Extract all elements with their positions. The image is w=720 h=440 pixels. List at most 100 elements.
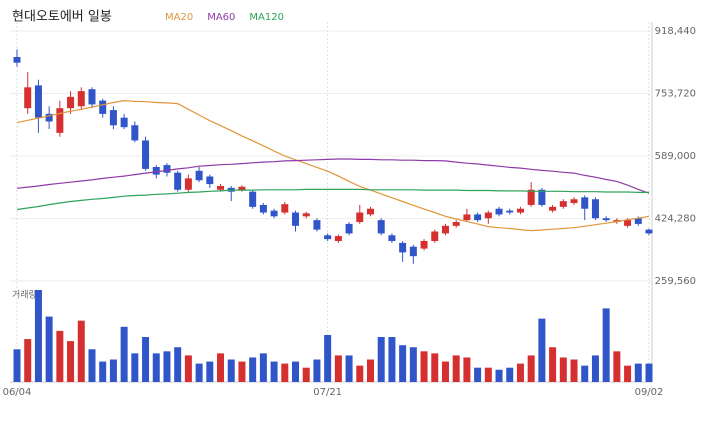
volume-bar [142,337,150,382]
candle-body [99,100,107,114]
candle-body [77,91,85,107]
candle-body [388,235,396,241]
y-tick-label: 259,560 [655,276,696,287]
volume-bar [174,347,182,382]
candle-body [463,214,471,221]
volume-bar [324,334,332,382]
candle-body [163,165,171,173]
candle-body [495,208,503,215]
candle-body [399,242,407,253]
volume-bar [366,359,374,382]
candle-body [452,222,460,226]
volume-bar [334,355,342,382]
candle-body [259,204,267,213]
candle-body [109,110,117,126]
candle-body [184,178,192,190]
volume-bar [281,363,289,382]
candle-body [441,225,449,234]
candle-body [238,186,246,190]
candle-body [67,96,75,109]
volume-bar [613,351,621,382]
volume-bar [217,353,225,382]
volume-bar [420,351,428,382]
candle-body [506,210,514,213]
volume-bar [13,349,21,382]
volume-bar [645,363,653,382]
candle-body [431,231,439,241]
volume-bar [313,359,321,382]
y-tick-label: 918,440 [655,26,696,37]
candle-body [120,117,128,128]
volume-bar [549,347,557,382]
volume-bar [345,355,353,382]
candle-body [324,235,332,240]
volume-bar [34,290,42,382]
x-tick-label: 06/04 [3,387,32,398]
volume-bar [227,359,235,382]
volume-bar [163,351,171,382]
volume-bar [634,363,642,382]
candle-body [45,113,53,122]
volume-bar [77,320,85,382]
candle-body [292,212,300,226]
volume-bar [109,359,117,382]
volume-bar [249,357,257,382]
volume-bar [377,337,385,382]
candle-body [281,204,289,213]
candle-body [645,229,653,234]
volume-bar [624,365,632,382]
candle-body [152,167,160,175]
candle-body [88,89,96,105]
volume-bar [441,361,449,382]
volume-bar [270,361,278,382]
volume-bar [88,349,96,382]
candle-body [13,56,21,63]
candle-body [302,213,310,217]
candle-body [366,208,374,215]
candle-body [56,108,64,133]
y-tick-label: 753,720 [655,89,696,100]
volume-bar [538,318,546,382]
volume-bar [184,355,192,382]
volume-bar [67,341,75,382]
volume-bar [591,355,599,382]
volume-bar [45,316,53,382]
legend-entry: MA20 [165,12,193,23]
chart-title: 현대오토에버 일봉 [12,10,112,25]
ma-line [16,158,650,194]
volume-bar [495,369,503,382]
x-tick-label: 07/21 [313,387,342,398]
candle-body [484,212,492,219]
candle-body [538,189,546,205]
volume-bar [99,361,107,382]
y-tick-label: 424,280 [655,214,696,225]
candle-body [591,199,599,219]
volume-bar [602,308,610,382]
volume-bar [356,365,364,382]
candle-body [549,206,557,211]
candle-body [313,220,321,230]
candle-body [527,189,535,205]
candle-body [142,140,150,169]
candle-body [474,214,482,221]
volume-bar [302,367,310,382]
candle-body [602,218,610,221]
volume-bar [195,363,203,382]
candle-body [206,176,214,185]
candle-body [559,201,567,207]
candle-body [581,197,589,209]
volume-bar [409,347,417,382]
candle-body [409,246,417,257]
volume-bar [206,361,214,382]
candle-body [624,220,632,226]
volume-bar [452,355,460,382]
volume-bar [431,353,439,382]
candle-body [516,208,524,213]
ma-line [16,99,650,232]
volume-bar [56,330,64,382]
volume-bar [559,357,567,382]
legend-entry: MA120 [249,12,284,23]
volume-bar [131,353,139,382]
volume-bar [581,365,589,382]
